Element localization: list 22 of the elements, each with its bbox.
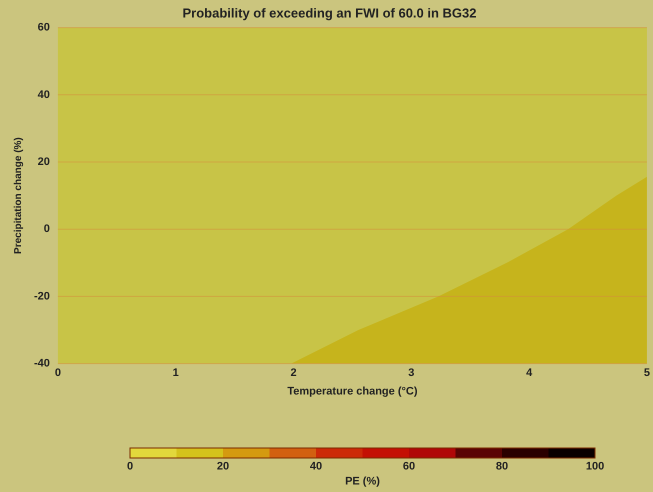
color-bar-label: 20 [216, 460, 230, 473]
x-axis-title: Temperature change (°C) [287, 385, 418, 398]
y-tick-label: 20 [38, 156, 50, 168]
y-tick-label: 40 [38, 88, 50, 101]
color-bar-title: PE (%) [345, 476, 380, 488]
color-bar-label: 40 [310, 460, 322, 473]
x-tick-label: 4 [526, 367, 534, 380]
x-tick-label: 1 [172, 367, 179, 380]
color-bar-label: 80 [496, 460, 508, 473]
x-tick-label: 2 [290, 367, 297, 380]
y-tick-label: 0 [44, 223, 50, 236]
x-tick-label: 3 [408, 367, 414, 380]
x-tick-label: 5 [644, 367, 650, 380]
color-bar-label: 60 [402, 460, 416, 473]
y-tick-label: 60 [38, 22, 50, 34]
color-bar-label: 100 [586, 460, 604, 473]
chart-title: Probability of exceeding an FWI of 60.0 in BG32 [182, 5, 477, 20]
y-axis-title: Precipitation change (%) [12, 137, 24, 254]
x-tick-label: 0 [54, 367, 61, 380]
color-bar-label: 0 [126, 460, 134, 473]
y-tick-label: -20 [34, 290, 50, 302]
y-tick-label: -40 [34, 358, 50, 370]
